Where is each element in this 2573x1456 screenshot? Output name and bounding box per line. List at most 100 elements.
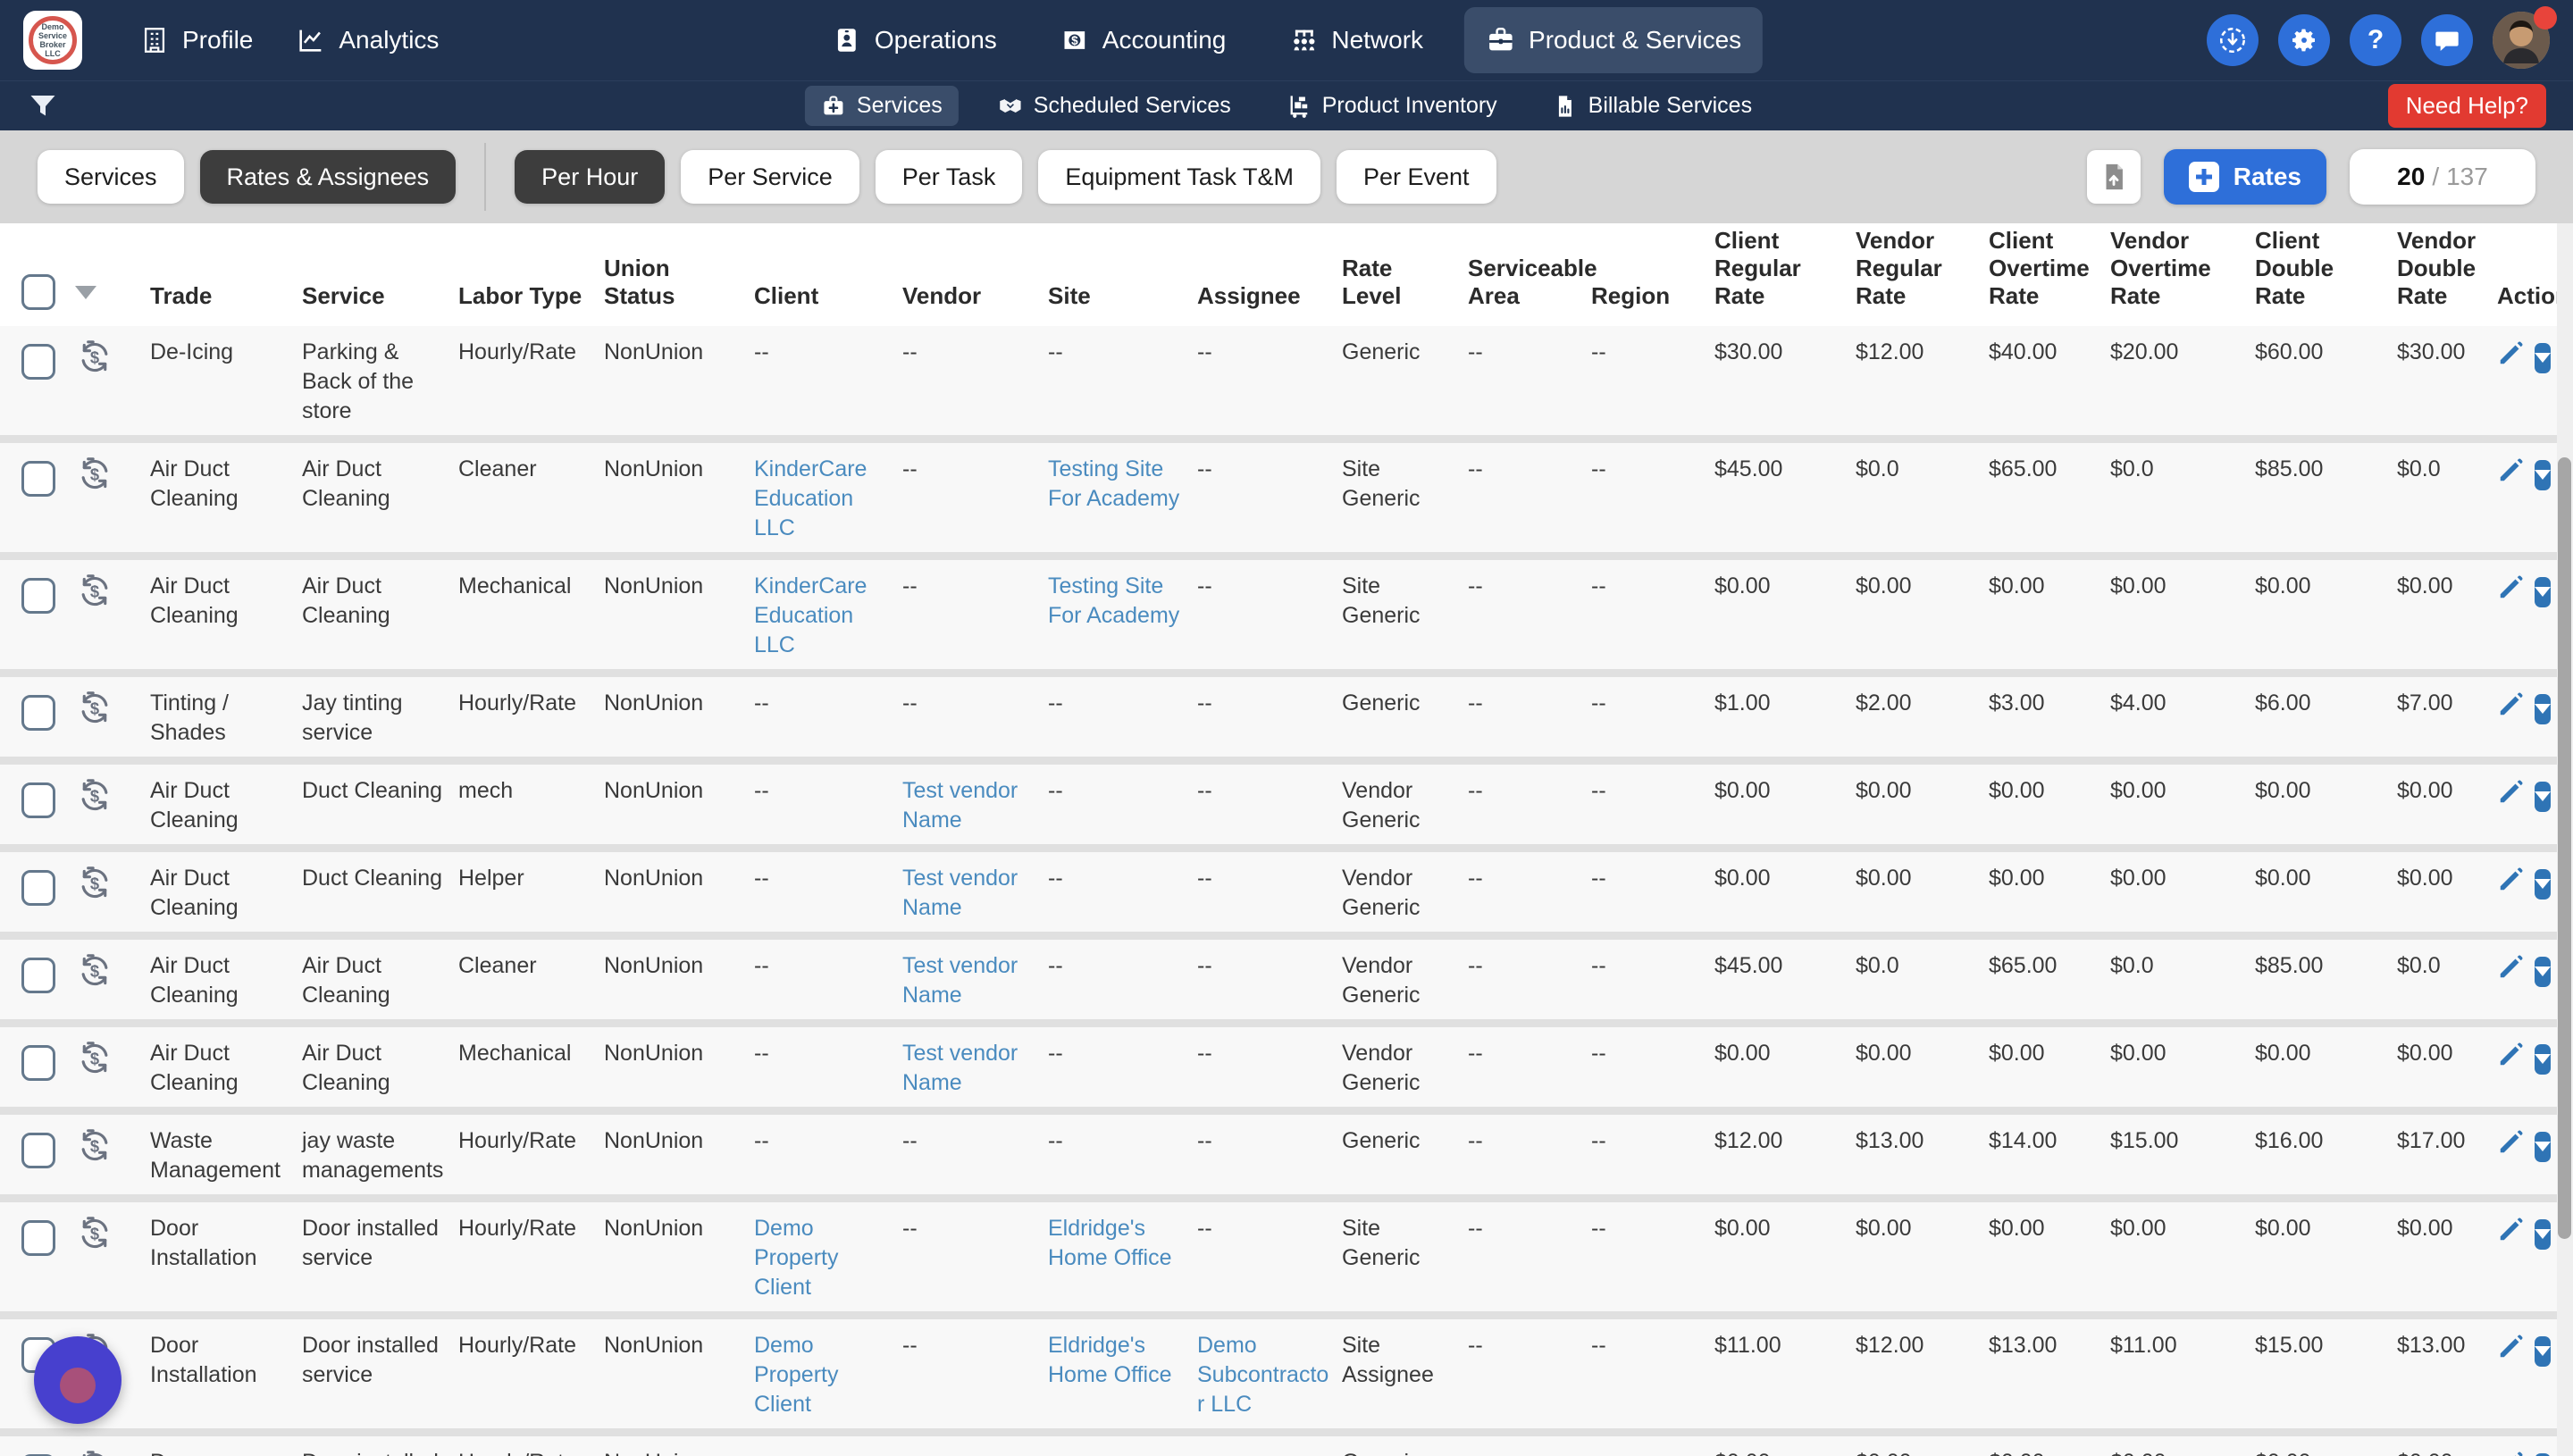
edit-pencil-icon[interactable] — [2497, 574, 2524, 609]
row-checkbox[interactable] — [21, 869, 55, 906]
row-link-site[interactable]: Eldridge's Home Office — [1048, 1216, 1172, 1270]
select-all-checkbox[interactable] — [21, 274, 55, 310]
add-rates-button[interactable]: Rates — [2163, 149, 2326, 205]
row-link-vendor[interactable]: Test vendor Name — [902, 953, 1018, 1008]
row-link-client[interactable]: Demo Property Client — [754, 1216, 839, 1300]
edit-pencil-icon[interactable] — [2497, 1334, 2524, 1368]
row-cell: Air Duct Cleaning — [302, 439, 458, 556]
rate-history-icon[interactable]: $ — [75, 864, 114, 911]
rate-history-icon[interactable]: $ — [75, 1448, 114, 1456]
subnav-item-services[interactable]: Services — [804, 86, 959, 126]
row-link-client[interactable]: Demo Property Client — [754, 1333, 839, 1417]
edit-pencil-icon[interactable] — [2497, 1129, 2524, 1164]
tab-services[interactable]: Services — [38, 150, 184, 204]
row-cell-trade: Air Duct Cleaning — [150, 778, 239, 833]
edit-pencil-icon[interactable] — [2497, 691, 2524, 726]
tab-per-event[interactable]: Per Event — [1336, 150, 1496, 204]
edit-pencil-icon[interactable] — [2497, 866, 2524, 901]
tab-equipment-task-tm[interactable]: Equipment Task T&M — [1038, 150, 1320, 204]
row-checkbox[interactable] — [21, 577, 55, 614]
edit-pencil-icon[interactable] — [2497, 779, 2524, 814]
rate-history-icon[interactable]: $ — [75, 1039, 114, 1086]
tab-rates-assignees[interactable]: Rates & Assignees — [199, 150, 457, 204]
nav-item-profile[interactable]: Profile — [118, 7, 274, 73]
rate-history-icon[interactable]: $ — [75, 338, 114, 385]
row-link-assignee[interactable]: Demo Subcontractor LLC — [1197, 1333, 1329, 1417]
expand-row-button[interactable] — [2535, 781, 2551, 812]
rate-history-icon[interactable]: $ — [75, 951, 114, 999]
edit-pencil-icon[interactable] — [2497, 457, 2524, 492]
floating-widget-button[interactable] — [34, 1336, 122, 1424]
row-link-client[interactable]: KinderCare Education LLC — [754, 573, 867, 657]
row-link-site[interactable]: Testing Site For Academy — [1048, 456, 1180, 511]
export-file-button[interactable] — [2086, 150, 2141, 204]
download-center-button[interactable] — [2207, 14, 2259, 66]
expand-row-button[interactable] — [2535, 459, 2551, 490]
row-checkbox[interactable] — [21, 694, 55, 731]
subnav-item-product-inventory[interactable]: Product Inventory — [1270, 86, 1513, 126]
expand-row-button[interactable] — [2535, 1131, 2551, 1162]
filter-icon[interactable] — [27, 90, 59, 122]
row-cell: $0.00 — [1856, 1199, 1989, 1316]
subnav-item-billable-services[interactable]: Billable Services — [1537, 86, 1768, 126]
row-checkbox[interactable] — [21, 1219, 55, 1256]
row-checkbox[interactable] — [21, 957, 55, 993]
rate-history-icon[interactable]: $ — [75, 1214, 114, 1261]
row-link-vendor[interactable]: Test vendor Name — [902, 866, 1018, 920]
expand-row-button[interactable] — [2535, 956, 2551, 987]
row-cell: -- — [902, 326, 1048, 439]
edit-pencil-icon[interactable] — [2497, 1451, 2524, 1456]
expand-row-button[interactable] — [2535, 868, 2551, 900]
edit-pencil-icon[interactable] — [2497, 340, 2524, 375]
row-link-site[interactable]: Testing Site For Academy — [1048, 573, 1180, 628]
chat-button[interactable] — [2421, 14, 2473, 66]
row-cell: $0.00 — [2110, 556, 2255, 674]
vertical-scrollbar-track[interactable] — [2557, 223, 2573, 1456]
expand-row-button[interactable] — [2535, 1218, 2551, 1250]
tab-per-hour[interactable]: Per Hour — [515, 150, 666, 204]
expand-row-button[interactable] — [2535, 1452, 2551, 1456]
help-button[interactable]: ? — [2350, 14, 2401, 66]
nav-item-operations[interactable]: Operations — [810, 7, 1018, 73]
row-link-site[interactable]: Eldridge's Home Office — [1048, 1333, 1172, 1387]
vertical-scrollbar-thumb[interactable] — [2558, 457, 2571, 1239]
rate-history-icon[interactable]: $ — [75, 455, 114, 502]
row-checkbox[interactable] — [21, 1132, 55, 1168]
row-cell: $45.00 — [1714, 439, 1856, 556]
row-cell-client_double_rate: $0.00 — [2255, 778, 2311, 803]
row-link-client[interactable]: KinderCare Education LLC — [754, 456, 867, 540]
rate-history-icon[interactable]: $ — [75, 689, 114, 736]
row-checkbox[interactable] — [21, 343, 55, 380]
row-cell: Door Installation — [150, 1316, 302, 1433]
edit-pencil-icon[interactable] — [2497, 954, 2524, 989]
expand-row-button[interactable] — [2535, 576, 2551, 607]
record-count[interactable]: 20 / 137 — [2350, 149, 2535, 205]
nav-item-analytics[interactable]: Analytics — [274, 7, 460, 73]
settings-button[interactable] — [2278, 14, 2330, 66]
nav-item-product-services[interactable]: Product & Services — [1464, 7, 1764, 73]
expand-row-button[interactable] — [2535, 342, 2551, 373]
tab-per-service[interactable]: Per Service — [681, 150, 859, 204]
subnav-item-scheduled-services[interactable]: Scheduled Services — [982, 86, 1247, 126]
rate-history-icon[interactable]: $ — [75, 776, 114, 824]
row-checkbox[interactable] — [21, 782, 55, 818]
row-link-vendor[interactable]: Test vendor Name — [902, 1041, 1018, 1095]
row-link-vendor[interactable]: Test vendor Name — [902, 778, 1018, 833]
nav-item-network[interactable]: Network — [1267, 7, 1445, 73]
rate-history-icon[interactable]: $ — [75, 572, 114, 619]
expand-row-button[interactable] — [2535, 693, 2551, 724]
tab-per-task[interactable]: Per Task — [875, 150, 1023, 204]
nav-item-accounting[interactable]: $ Accounting — [1038, 7, 1248, 73]
edit-pencil-icon[interactable] — [2497, 1042, 2524, 1076]
row-checkbox[interactable] — [21, 460, 55, 497]
rate-history-icon[interactable]: $ — [75, 1126, 114, 1174]
edit-pencil-icon[interactable] — [2497, 1217, 2524, 1251]
row-checkbox[interactable] — [21, 1044, 55, 1081]
select-all-caret-icon[interactable] — [75, 285, 96, 299]
need-help-button[interactable]: Need Help? — [2387, 84, 2546, 128]
row-cell-labor_type: Mechanical — [458, 573, 572, 598]
company-logo[interactable]: Demo Service Broker LLC — [23, 11, 82, 70]
user-avatar[interactable] — [2493, 6, 2557, 69]
expand-row-button[interactable] — [2535, 1335, 2551, 1367]
expand-row-button[interactable] — [2535, 1043, 2551, 1075]
